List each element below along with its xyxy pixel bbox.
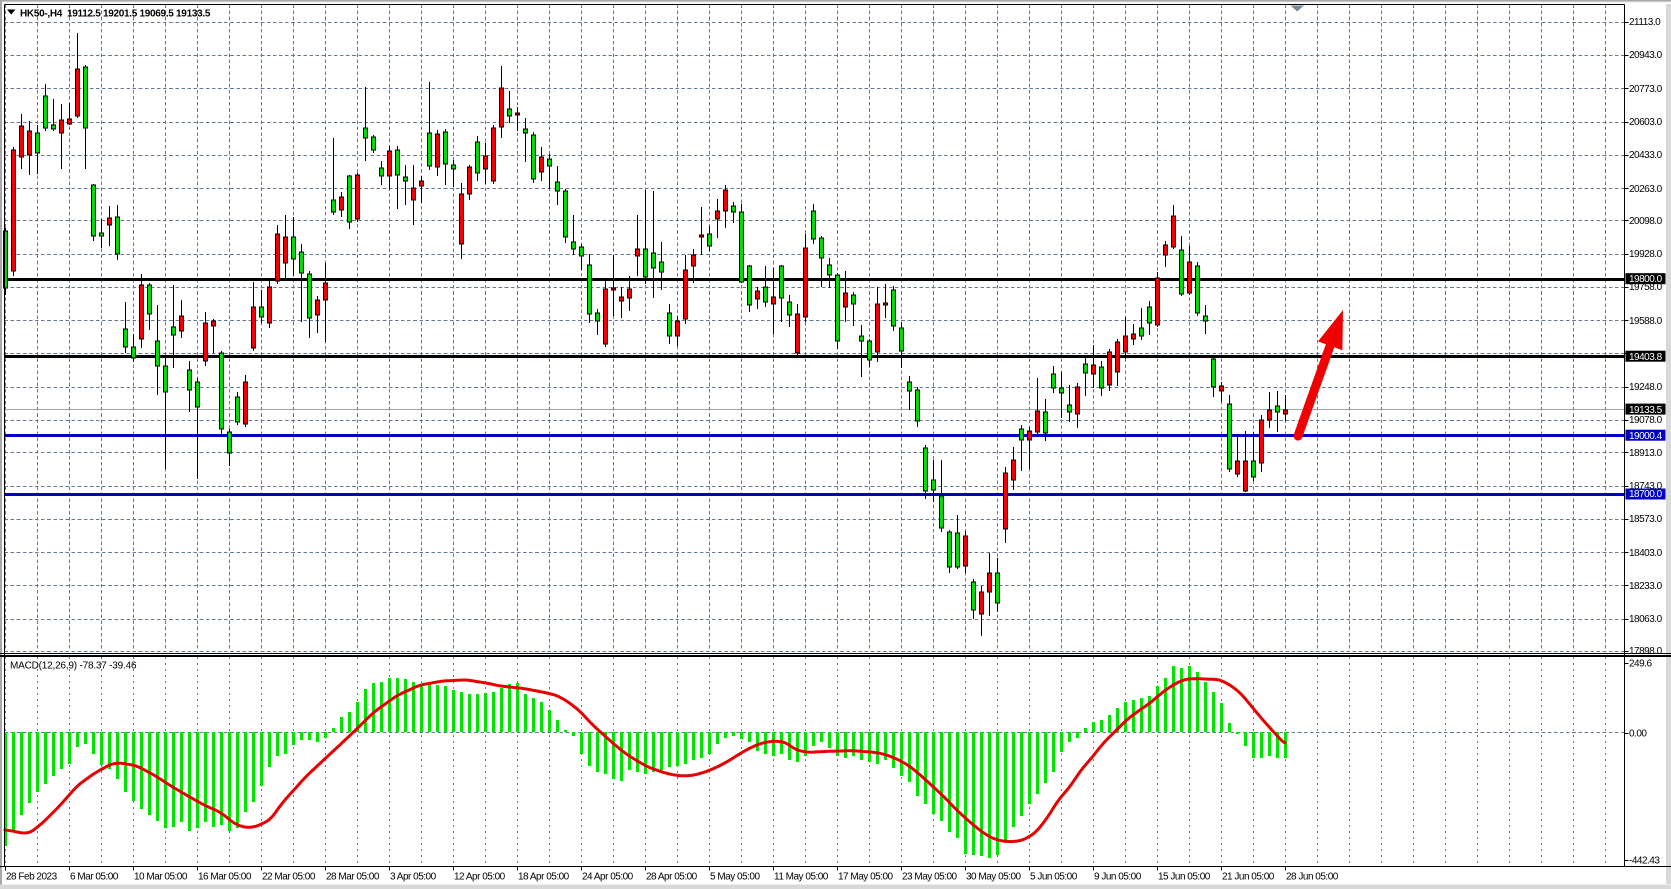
svg-text:19928.0: 19928.0 xyxy=(1629,249,1663,260)
svg-text:249.6: 249.6 xyxy=(1629,659,1652,670)
svg-text:MACD(12,26,9) -78.37 -39.46: MACD(12,26,9) -78.37 -39.46 xyxy=(10,661,137,672)
svg-text:9 Jun 05:00: 9 Jun 05:00 xyxy=(1094,872,1142,883)
svg-text:18573.0: 18573.0 xyxy=(1629,514,1663,525)
svg-text:-442.43: -442.43 xyxy=(1629,856,1660,867)
svg-text:19800.0: 19800.0 xyxy=(1629,274,1663,285)
svg-text:19403.8: 19403.8 xyxy=(1629,352,1663,363)
svg-text:20433.0: 20433.0 xyxy=(1629,150,1663,161)
svg-text:17 May 05:00: 17 May 05:00 xyxy=(838,872,894,883)
svg-text:18233.0: 18233.0 xyxy=(1629,581,1663,592)
svg-text:10 Mar 05:00: 10 Mar 05:00 xyxy=(134,872,188,883)
svg-text:20263.0: 20263.0 xyxy=(1629,184,1663,195)
svg-text:28 Jun 05:00: 28 Jun 05:00 xyxy=(1286,872,1339,883)
svg-text:6 Mar 05:00: 6 Mar 05:00 xyxy=(70,872,119,883)
svg-text:18743.0: 18743.0 xyxy=(1629,481,1663,492)
svg-text:18063.0: 18063.0 xyxy=(1629,614,1663,625)
svg-text:18700.0: 18700.0 xyxy=(1629,489,1663,500)
svg-text:28 Feb 2023: 28 Feb 2023 xyxy=(6,872,58,883)
svg-text:15 Jun 05:00: 15 Jun 05:00 xyxy=(1158,872,1211,883)
svg-text:23 May 05:00: 23 May 05:00 xyxy=(902,872,958,883)
svg-text:3 Apr 05:00: 3 Apr 05:00 xyxy=(390,872,437,883)
svg-text:20943.0: 20943.0 xyxy=(1629,50,1663,61)
svg-text:16 Mar 05:00: 16 Mar 05:00 xyxy=(198,872,252,883)
svg-text:19248.0: 19248.0 xyxy=(1629,382,1663,393)
svg-text:30 May 05:00: 30 May 05:00 xyxy=(966,872,1022,883)
svg-text:24 Apr 05:00: 24 Apr 05:00 xyxy=(582,872,634,883)
svg-text:28 Apr 05:00: 28 Apr 05:00 xyxy=(646,872,698,883)
svg-text:20773.0: 20773.0 xyxy=(1629,84,1663,95)
svg-text:19000.4: 19000.4 xyxy=(1629,431,1663,442)
svg-text:18913.0: 18913.0 xyxy=(1629,448,1663,459)
svg-text:19758.0: 19758.0 xyxy=(1629,282,1663,293)
svg-text:0.00: 0.00 xyxy=(1629,729,1647,740)
svg-text:19588.0: 19588.0 xyxy=(1629,316,1663,327)
svg-text:HK50-,H4 19112.5 19201.5 1906: HK50-,H4 19112.5 19201.5 19069.5 19133.5 xyxy=(20,9,211,20)
svg-text:12 Apr 05:00: 12 Apr 05:00 xyxy=(454,872,506,883)
svg-text:21113.0: 21113.0 xyxy=(1629,17,1661,28)
svg-text:11 May 05:00: 11 May 05:00 xyxy=(774,872,829,883)
svg-text:28 Mar 05:00: 28 Mar 05:00 xyxy=(326,872,380,883)
svg-text:17898.0: 17898.0 xyxy=(1629,646,1663,657)
svg-text:18403.0: 18403.0 xyxy=(1629,548,1663,559)
svg-text:20098.0: 20098.0 xyxy=(1629,216,1663,227)
svg-text:5 Jun 05:00: 5 Jun 05:00 xyxy=(1030,872,1078,883)
svg-text:22 Mar 05:00: 22 Mar 05:00 xyxy=(262,872,316,883)
svg-text:21 Jun 05:00: 21 Jun 05:00 xyxy=(1222,872,1275,883)
svg-text:18 Apr 05:00: 18 Apr 05:00 xyxy=(518,872,570,883)
svg-text:20603.0: 20603.0 xyxy=(1629,117,1663,128)
svg-text:19078.0: 19078.0 xyxy=(1629,415,1663,426)
svg-text:19133.5: 19133.5 xyxy=(1629,405,1663,416)
svg-text:5 May 05:00: 5 May 05:00 xyxy=(710,872,760,883)
